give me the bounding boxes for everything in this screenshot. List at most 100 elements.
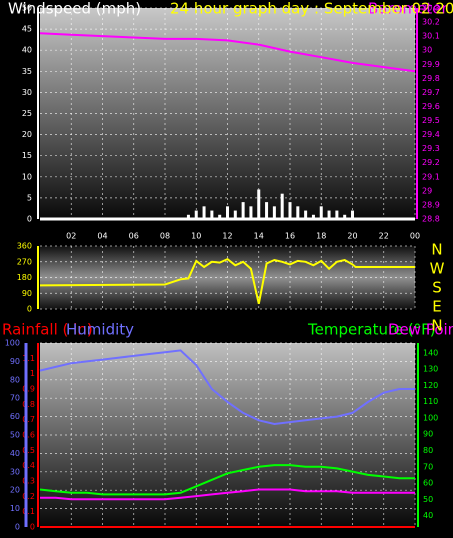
series-line [39,464,415,496]
tick-label: 130 [423,365,438,374]
tick-label: 90 [423,430,433,439]
wind-bar [304,210,308,219]
wind-bar [202,206,206,219]
tick-label: 29.1 [422,172,440,181]
x-tick-label: 00 [410,232,420,241]
tick-label: 40 [10,449,20,458]
y2-axis-label: Barometer [368,0,448,18]
tick-label: 140 [423,348,438,357]
tick-label: 0.9 [22,385,35,394]
wind-bar [343,214,347,219]
wind-bar [288,202,292,219]
tick-label: 100 [423,413,438,422]
x-tick-label: 02 [66,232,76,241]
wind-bar [272,206,276,219]
tick-label: 35 [22,67,32,76]
tick-label: 0 [30,523,35,532]
wind-bar [296,206,300,219]
tick-label: 29.2 [422,158,440,167]
tick-label: 45 [22,25,32,34]
wind-bar [241,202,245,219]
tick-label: 0.4 [22,461,35,470]
temperature-label: Temperature (°F) [307,321,436,339]
tick-label: 90 [22,289,32,298]
tick-label: 0.2 [22,492,35,501]
tick-label: 29.7 [422,88,440,97]
tick-label: 60 [423,479,433,488]
wind-bar [249,206,253,219]
tick-label: 29.5 [422,116,440,125]
tick-label: 70 [10,394,20,403]
y-axis-label: Windspeed (mph) [8,0,141,18]
x-tick-label: 12 [222,232,232,241]
wind-bar [233,210,237,219]
tick-label: 15 [22,151,32,160]
tick-label: 29.3 [422,144,440,153]
wind-bar [265,202,269,219]
chart-title: 24 hour graph day : September 02 2025 [170,0,453,18]
wind-bar [280,193,284,219]
tick-label: 0.6 [22,431,35,440]
x-tick-label: 04 [97,232,107,241]
tick-label: 0 [27,305,32,314]
tick-label: 30 [422,46,432,55]
x-tick-label: 14 [254,232,264,241]
wind-bar [311,214,315,219]
wind-bar [335,210,339,219]
tick-label: 20 [10,486,20,495]
series-line [40,488,415,501]
tick-label: 50 [10,431,20,440]
tick-label: 30 [22,88,32,97]
wind-bar [210,210,214,219]
tick-label: 180 [17,273,32,282]
tick-label: 29.4 [422,130,440,139]
x-tick-label: 10 [191,232,201,241]
tick-label: 40 [22,46,32,55]
tick-label: 30.1 [422,32,440,41]
tick-label: 5 [27,193,32,202]
tick-label: 29 [422,186,432,195]
tick-label: 29.6 [422,102,440,111]
tick-label: 29.9 [422,60,440,69]
rain-label: Rainfall ( in) [2,321,93,339]
tick-label: 80 [423,446,433,455]
tick-label: 0.8 [22,400,35,409]
tick-label: 29.8 [422,74,440,83]
x-tick-label: 16 [285,232,295,241]
x-tick-label: 06 [129,232,139,241]
tick-label: 20 [22,130,32,139]
tick-label: 30.3 [422,4,440,13]
x-tick-label: 18 [316,232,326,241]
tick-label: 60 [10,412,20,421]
wind-bar [351,210,354,219]
series-line [39,349,415,426]
wind-bar [194,210,198,219]
tick-label: 270 [17,257,32,266]
dewpoint-label: Dew Point [388,321,453,339]
tick-label: 0 [27,215,32,224]
tick-label: 10 [22,172,32,181]
tick-label: 0.5 [22,446,35,455]
wind-bar [226,206,229,219]
tick-label: 0 [15,523,20,532]
tick-label: 110 [423,397,438,406]
tick-label: 10 [10,504,20,513]
wind-bar [257,189,261,219]
tick-label: 0.7 [22,415,35,424]
tick-label: 1 [30,369,35,378]
barometer-line [39,32,416,73]
x-tick-label: 20 [347,232,357,241]
x-tick-label: 22 [379,232,389,241]
wind-bar [327,210,331,219]
tick-label: 100 [5,339,20,348]
humidity-label: Humidity [66,321,134,339]
tick-label: 70 [423,462,433,471]
tick-label: 28.9 [422,200,440,209]
compass-label: N [431,241,442,259]
tick-label: 80 [10,375,20,384]
tick-label: 1.1 [22,354,35,363]
wind-bar [319,206,323,219]
tick-label: 50 [423,495,433,504]
compass-label: W [430,260,445,278]
tick-label: 28.8 [422,215,440,224]
